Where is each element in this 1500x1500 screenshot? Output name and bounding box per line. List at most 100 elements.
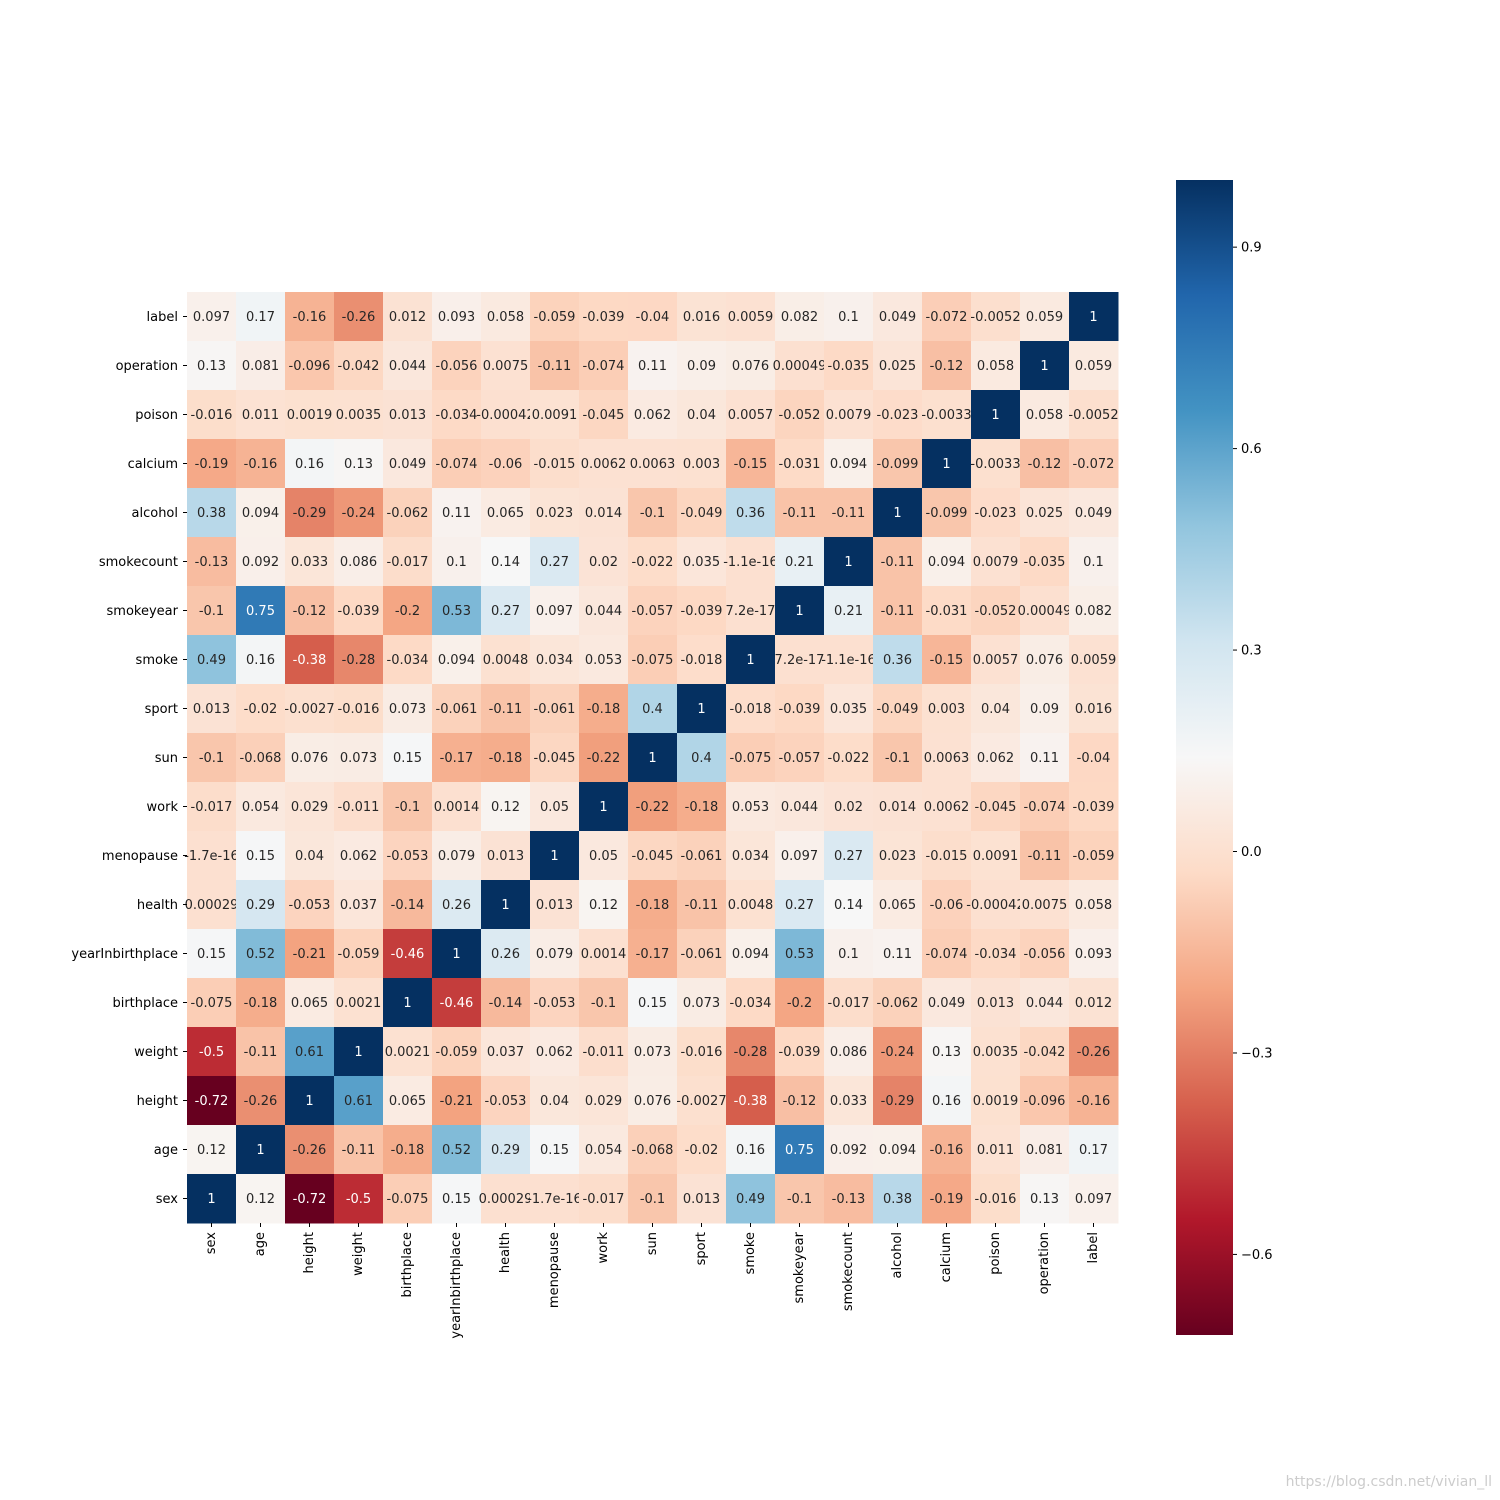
cell-label: -0.11 bbox=[244, 1045, 278, 1060]
cell-label: 0.75 bbox=[785, 1143, 814, 1158]
heatmap-cell bbox=[824, 733, 874, 783]
heatmap-cell bbox=[726, 1125, 776, 1175]
cell-label: 0.0057 bbox=[728, 408, 774, 423]
cell-label: -0.13 bbox=[832, 1192, 866, 1207]
cell-label: -0.18 bbox=[244, 996, 278, 1011]
heatmap-cell bbox=[1020, 341, 1070, 391]
cell-label: 0.065 bbox=[487, 506, 524, 521]
cell-label: -0.15 bbox=[734, 457, 768, 472]
cell-label: 0.053 bbox=[732, 800, 769, 815]
heatmap-cell bbox=[530, 537, 580, 587]
cell-label: 0.013 bbox=[193, 702, 230, 717]
cell-label: -0.11 bbox=[881, 604, 915, 619]
x-tick-label: smoke bbox=[743, 1232, 758, 1274]
y-tick-label: height bbox=[137, 1094, 178, 1109]
colorbar-tick-label: 0.0 bbox=[1241, 845, 1262, 860]
heatmap-cell bbox=[824, 880, 874, 930]
heatmap-cell bbox=[775, 341, 825, 391]
heatmap-cell bbox=[481, 978, 531, 1028]
cell-label: -0.059 bbox=[1073, 849, 1115, 864]
cell-label: 0.04 bbox=[295, 849, 324, 864]
heatmap-cell bbox=[481, 1174, 531, 1224]
cell-label: -0.061 bbox=[436, 702, 478, 717]
colorbar-tick-label: 0.9 bbox=[1241, 241, 1262, 256]
heatmap-cell bbox=[432, 292, 482, 342]
heatmap-cell bbox=[677, 439, 727, 489]
heatmap-cell bbox=[579, 390, 629, 440]
heatmap-cell bbox=[628, 586, 678, 636]
cell-label: -0.28 bbox=[734, 1045, 768, 1060]
cell-label: 0.012 bbox=[389, 310, 426, 325]
heatmap-cell bbox=[1069, 880, 1119, 930]
cell-label: 0.0062 bbox=[581, 457, 627, 472]
heatmap-cell bbox=[481, 635, 531, 685]
heatmap-cell bbox=[530, 1174, 580, 1224]
heatmap-cell bbox=[922, 488, 972, 538]
heatmap-cell bbox=[628, 635, 678, 685]
cell-label: 0.15 bbox=[393, 751, 422, 766]
cell-label: 1 bbox=[648, 751, 656, 766]
heatmap-cell bbox=[775, 586, 825, 636]
heatmap-cell bbox=[481, 586, 531, 636]
y-tick-label: sex bbox=[156, 1192, 179, 1207]
cell-label: -0.042 bbox=[338, 359, 380, 374]
heatmap-cell bbox=[1020, 782, 1070, 832]
cell-label: 0.073 bbox=[389, 702, 426, 717]
heatmap-cell bbox=[579, 1174, 629, 1224]
x-tick-label: work bbox=[596, 1232, 611, 1264]
cell-label: -0.13 bbox=[195, 555, 229, 570]
heatmap-cell bbox=[579, 488, 629, 538]
cell-label: -0.045 bbox=[975, 800, 1017, 815]
cell-label: 0.065 bbox=[291, 996, 328, 1011]
cell-label: -0.099 bbox=[926, 506, 968, 521]
heatmap-cell bbox=[971, 635, 1021, 685]
cell-label: 1 bbox=[1089, 310, 1097, 325]
cell-label: 0.15 bbox=[246, 849, 275, 864]
heatmap-cell bbox=[432, 733, 482, 783]
heatmap-cell bbox=[726, 978, 776, 1028]
cell-label: -0.034 bbox=[387, 653, 429, 668]
cell-label: -0.011 bbox=[338, 800, 380, 815]
heatmap-cell bbox=[775, 880, 825, 930]
heatmap-cell bbox=[824, 684, 874, 734]
cell-label: -0.24 bbox=[342, 506, 376, 521]
heatmap-cell bbox=[873, 439, 923, 489]
cell-label: -0.02 bbox=[685, 1143, 719, 1158]
cell-label: -0.042 bbox=[1024, 1045, 1066, 1060]
cell-label: 0.035 bbox=[683, 555, 720, 570]
cell-label: 0.058 bbox=[487, 310, 524, 325]
heatmap-cell bbox=[922, 439, 972, 489]
cell-label: -0.016 bbox=[338, 702, 380, 717]
cell-label: -0.46 bbox=[440, 996, 474, 1011]
x-tick-label: height bbox=[302, 1232, 317, 1273]
heatmap-cell bbox=[334, 880, 384, 930]
heatmap-cell bbox=[285, 733, 335, 783]
cell-label: -0.18 bbox=[587, 702, 621, 717]
heatmap-cell bbox=[579, 586, 629, 636]
heatmap-cell bbox=[726, 782, 776, 832]
cell-label: -0.034 bbox=[730, 996, 772, 1011]
cell-label: 0.076 bbox=[291, 751, 328, 766]
heatmap-cell bbox=[236, 929, 286, 979]
x-tick-label: sun bbox=[645, 1232, 660, 1255]
cell-label: -0.1 bbox=[199, 751, 224, 766]
heatmap-cell bbox=[1069, 929, 1119, 979]
heatmap-cell bbox=[1069, 537, 1119, 587]
heatmap-cell bbox=[383, 341, 433, 391]
y-tick-label: work bbox=[147, 800, 179, 815]
heatmap-cell bbox=[187, 880, 237, 930]
heatmap-cell bbox=[628, 880, 678, 930]
cell-label: 0.086 bbox=[830, 1045, 867, 1060]
cell-label: 0.082 bbox=[781, 310, 818, 325]
heatmap-cell bbox=[432, 635, 482, 685]
heatmap-cell bbox=[530, 1125, 580, 1175]
heatmap-cell bbox=[236, 978, 286, 1028]
cell-label: -0.016 bbox=[975, 1192, 1017, 1207]
cell-label: 0.073 bbox=[683, 996, 720, 1011]
heatmap-cell bbox=[677, 586, 727, 636]
heatmap-cell bbox=[187, 1174, 237, 1224]
cell-label: -0.023 bbox=[975, 506, 1017, 521]
heatmap-cell bbox=[922, 390, 972, 440]
heatmap-cell bbox=[236, 586, 286, 636]
cell-label: -0.26 bbox=[244, 1094, 278, 1109]
